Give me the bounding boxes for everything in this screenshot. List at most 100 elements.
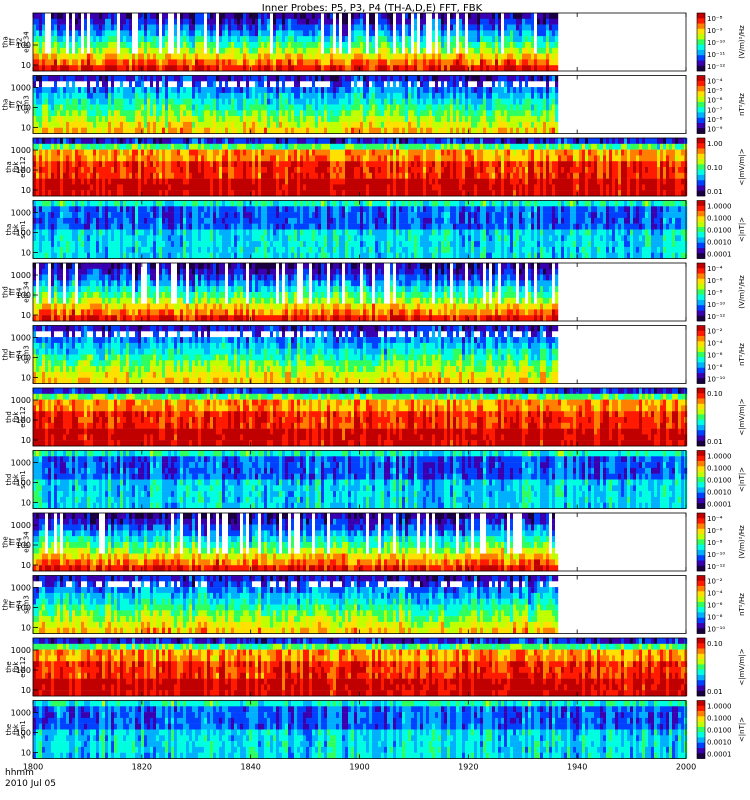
heatmap-cell <box>39 161 43 168</box>
heatmap-cell <box>507 81 511 88</box>
heatmap-cell <box>195 30 199 37</box>
heatmap-cell <box>219 184 223 191</box>
heatmap-cell <box>267 59 271 66</box>
heatmap-cell <box>426 65 430 72</box>
heatmap-cell <box>42 190 46 197</box>
heatmap-cell <box>372 138 376 144</box>
heatmap-cell <box>147 155 151 162</box>
heatmap-cell <box>90 161 94 168</box>
heatmap-cell <box>156 143 160 150</box>
heatmap-cell <box>414 116 418 123</box>
heatmap-cell <box>192 24 196 31</box>
heatmap-cell <box>225 116 229 123</box>
heatmap-cell <box>369 92 373 99</box>
heatmap-cell <box>261 143 265 150</box>
heatmap-cell <box>393 65 397 72</box>
heatmap-cell <box>420 167 424 173</box>
heatmap-cell <box>66 167 70 173</box>
heatmap-cell <box>399 75 403 82</box>
heatmap-cell <box>420 59 424 66</box>
heatmap-cell <box>117 190 121 197</box>
heatmap-cell <box>117 36 121 43</box>
heatmap-cell <box>498 53 502 60</box>
heatmap-cell <box>180 178 184 185</box>
heatmap-cell <box>423 18 427 25</box>
heatmap-cell <box>246 184 250 191</box>
heatmap-cell <box>351 190 355 197</box>
heatmap-cell <box>417 65 421 72</box>
heatmap-cell <box>354 53 358 60</box>
heatmap-cell <box>324 36 328 43</box>
heatmap-cell <box>243 104 247 111</box>
heatmap-cell <box>249 53 253 60</box>
heatmap-cell <box>198 47 202 54</box>
heatmap-cell <box>255 42 259 48</box>
heatmap-cell <box>39 149 43 156</box>
heatmap-cell <box>255 161 259 168</box>
heatmap-cell <box>432 87 436 94</box>
heatmap-cell <box>147 75 151 82</box>
heatmap-cell <box>528 18 532 25</box>
heatmap-cell <box>474 53 478 60</box>
heatmap-cell <box>372 167 376 173</box>
heatmap-cell <box>246 143 250 150</box>
heatmap-cell <box>435 53 439 60</box>
heatmap-cell <box>42 138 46 144</box>
heatmap-cell <box>198 172 202 179</box>
heatmap-cell <box>546 104 550 111</box>
heatmap-cell <box>207 24 211 31</box>
heatmap-cell <box>267 116 271 123</box>
heatmap-cell <box>321 127 325 134</box>
heatmap-cell <box>45 53 49 60</box>
heatmap-cell <box>345 92 349 99</box>
heatmap-cell <box>240 30 244 37</box>
heatmap-cell <box>75 42 79 48</box>
heatmap-cell <box>306 138 310 144</box>
heatmap-cell <box>381 149 385 156</box>
heatmap-cell <box>129 36 133 43</box>
heatmap-cell <box>129 172 133 179</box>
heatmap-cell <box>117 81 121 88</box>
heatmap-cell <box>459 121 463 128</box>
heatmap-cell <box>54 178 58 185</box>
heatmap-cell <box>468 18 472 25</box>
colorbar-tick-label: 10⁻¹² <box>707 63 725 71</box>
heatmap-cell <box>198 92 202 99</box>
heatmap-cell <box>171 104 175 111</box>
heatmap-cell <box>57 24 61 31</box>
heatmap-cell <box>357 167 361 173</box>
heatmap-cell <box>465 87 469 94</box>
heatmap-cell <box>90 149 94 156</box>
heatmap-cell <box>468 121 472 128</box>
heatmap-cell <box>441 30 445 37</box>
heatmap-cell <box>324 161 328 168</box>
heatmap-cell <box>303 127 307 134</box>
heatmap-cell <box>426 110 430 117</box>
heatmap-cell <box>153 81 157 88</box>
heatmap-cell <box>189 81 193 88</box>
heatmap-cell <box>288 47 292 54</box>
heatmap-cell <box>204 110 208 117</box>
heatmap-cell <box>324 92 328 99</box>
heatmap-cell <box>90 92 94 99</box>
heatmap-cell <box>540 121 544 128</box>
heatmap-cell <box>207 87 211 94</box>
heatmap-cell <box>192 104 196 111</box>
heatmap-cell <box>420 42 424 48</box>
heatmap-cell <box>237 81 241 88</box>
heatmap-cell <box>261 116 265 123</box>
heatmap-cell <box>264 65 268 72</box>
heatmap-cell <box>135 47 139 54</box>
heatmap-cell <box>198 190 202 197</box>
heatmap-cell <box>489 121 493 128</box>
heatmap-cell <box>324 13 328 19</box>
heatmap-cell <box>546 18 550 25</box>
heatmap-cell <box>102 190 106 197</box>
heatmap-cell <box>105 190 109 197</box>
heatmap-cell <box>417 104 421 111</box>
heatmap-cell <box>246 24 250 31</box>
heatmap-cell <box>537 92 541 99</box>
heatmap-cell <box>144 161 148 168</box>
heatmap-cell <box>330 65 334 72</box>
heatmap-cell <box>63 24 67 31</box>
